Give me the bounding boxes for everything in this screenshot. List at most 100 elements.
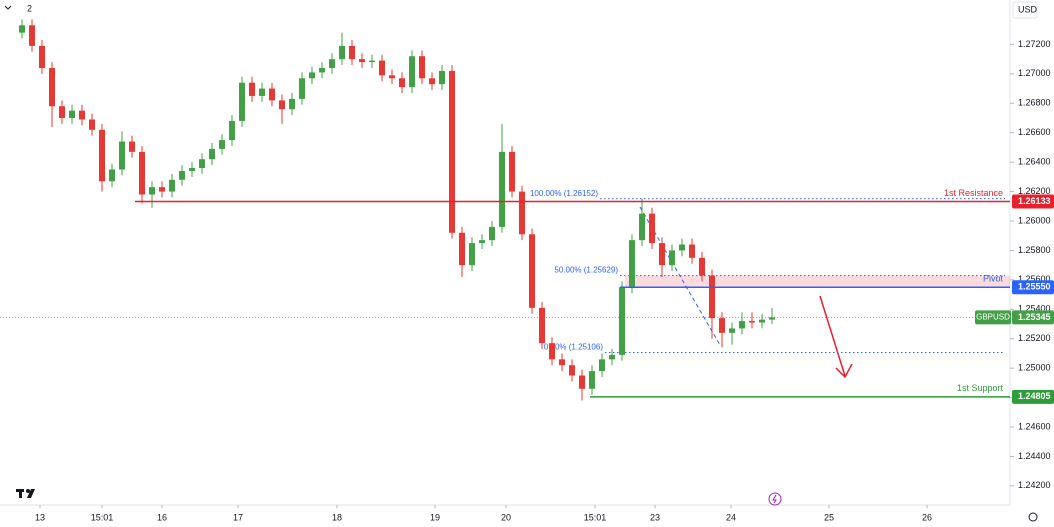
x-tick-label: 16 xyxy=(157,512,167,522)
level-price-box xyxy=(1012,280,1054,295)
currency[interactable]: USD xyxy=(1018,4,1038,14)
y-tick-label: 1.26400 xyxy=(1018,157,1051,167)
candle-body xyxy=(59,106,65,119)
candle-body xyxy=(439,70,445,85)
y-tick-label: 1.24200 xyxy=(1018,480,1051,490)
candle-body xyxy=(729,328,735,333)
currency-box[interactable] xyxy=(1012,1,1038,19)
fib-label: 50.00% (1.25629) xyxy=(554,266,618,275)
candle-body xyxy=(749,321,755,323)
candle-body xyxy=(309,72,315,79)
level-price-box xyxy=(1012,389,1054,404)
candle-body xyxy=(629,240,635,288)
candle-body xyxy=(449,70,455,233)
candle-body xyxy=(549,343,555,360)
candle-body xyxy=(689,244,695,258)
x-tick-label: 18 xyxy=(332,512,342,522)
candle-body xyxy=(569,365,575,376)
candle-body xyxy=(49,67,55,107)
candle-body xyxy=(399,78,405,88)
y-tick-label: 1.26800 xyxy=(1018,98,1051,108)
candle-body xyxy=(109,169,115,182)
y-tick-label: 1.25800 xyxy=(1018,245,1051,255)
candle-body xyxy=(609,354,615,360)
x-tick-label: 24 xyxy=(726,512,736,522)
x-tick-label: 26 xyxy=(922,512,932,522)
candle-body xyxy=(369,60,375,63)
candle-body xyxy=(599,359,605,372)
candle-body xyxy=(719,318,725,333)
candle-body xyxy=(679,244,685,251)
x-tick-label: 17 xyxy=(233,512,243,522)
x-tick-label: 25 xyxy=(824,512,834,522)
candle-body xyxy=(709,275,715,319)
candle-body xyxy=(519,191,525,235)
pivot-zone xyxy=(625,275,1010,288)
arrow xyxy=(819,295,853,379)
candle-body xyxy=(39,45,45,68)
symbol-label: GBPUSD xyxy=(976,313,1010,322)
candle-body xyxy=(149,187,155,195)
candle-body xyxy=(509,151,515,192)
candle-body xyxy=(129,141,135,152)
y-tick-label: 1.26200 xyxy=(1018,186,1051,196)
candle-body xyxy=(289,98,295,110)
candle-body xyxy=(739,321,745,329)
candle-body xyxy=(649,213,655,244)
y-tick-label: 1.27000 xyxy=(1018,68,1051,78)
candle-body xyxy=(489,226,495,241)
candle-body xyxy=(29,25,35,46)
candle-body xyxy=(79,110,85,120)
settings-icon[interactable] xyxy=(1028,512,1038,522)
candle-body xyxy=(209,148,215,160)
candle-body xyxy=(89,119,95,130)
level-name: 1st Support xyxy=(957,383,1004,393)
candle-body xyxy=(159,187,165,192)
candle-body xyxy=(769,317,775,320)
level-price-box xyxy=(1012,194,1054,209)
candle-body xyxy=(329,59,335,68)
candle-body xyxy=(339,45,345,60)
candle-body xyxy=(239,82,245,121)
candle-body xyxy=(389,75,395,79)
candle-body xyxy=(469,243,475,266)
candle-body xyxy=(559,359,565,366)
candle-body xyxy=(589,371,595,389)
fib-label: 0.00% (1.25106) xyxy=(544,343,603,352)
y-tick-label: 1.25400 xyxy=(1018,304,1051,314)
candle-body xyxy=(69,110,75,119)
candle-body xyxy=(139,151,145,195)
candle-body xyxy=(409,56,415,88)
candle-body xyxy=(319,67,325,73)
candle-body xyxy=(259,88,265,96)
y-tick-label: 1.26000 xyxy=(1018,215,1051,225)
candle-body xyxy=(269,88,275,101)
candle-body xyxy=(579,375,585,389)
candle-body xyxy=(169,179,175,192)
level-name: Pivot xyxy=(983,274,1004,284)
candle-body xyxy=(349,45,355,60)
candle-body xyxy=(419,56,425,79)
fib-label: 100.00% (1.26152) xyxy=(530,189,598,198)
candle-body xyxy=(659,243,665,266)
candle-body xyxy=(619,287,625,355)
lightning-icon[interactable] xyxy=(768,492,782,506)
y-tick-label: 1.25000 xyxy=(1018,363,1051,373)
x-tick-label: 23 xyxy=(650,512,660,522)
y-tick-label: 1.25600 xyxy=(1018,274,1051,284)
price-label: 1.25345 xyxy=(1018,312,1051,322)
candle-body xyxy=(539,307,545,344)
price-box xyxy=(1012,310,1054,325)
tv-logo xyxy=(16,489,35,498)
candle-body xyxy=(379,60,385,76)
x-tick-label: 15:01 xyxy=(91,512,114,522)
symbol-box xyxy=(975,310,1011,325)
x-tick-label: 19 xyxy=(430,512,440,522)
candle-body xyxy=(529,234,535,308)
candle-body xyxy=(759,319,765,323)
candle-body xyxy=(99,129,105,182)
x-tick-label: 15:01 xyxy=(584,512,607,522)
candle-body xyxy=(219,140,225,149)
